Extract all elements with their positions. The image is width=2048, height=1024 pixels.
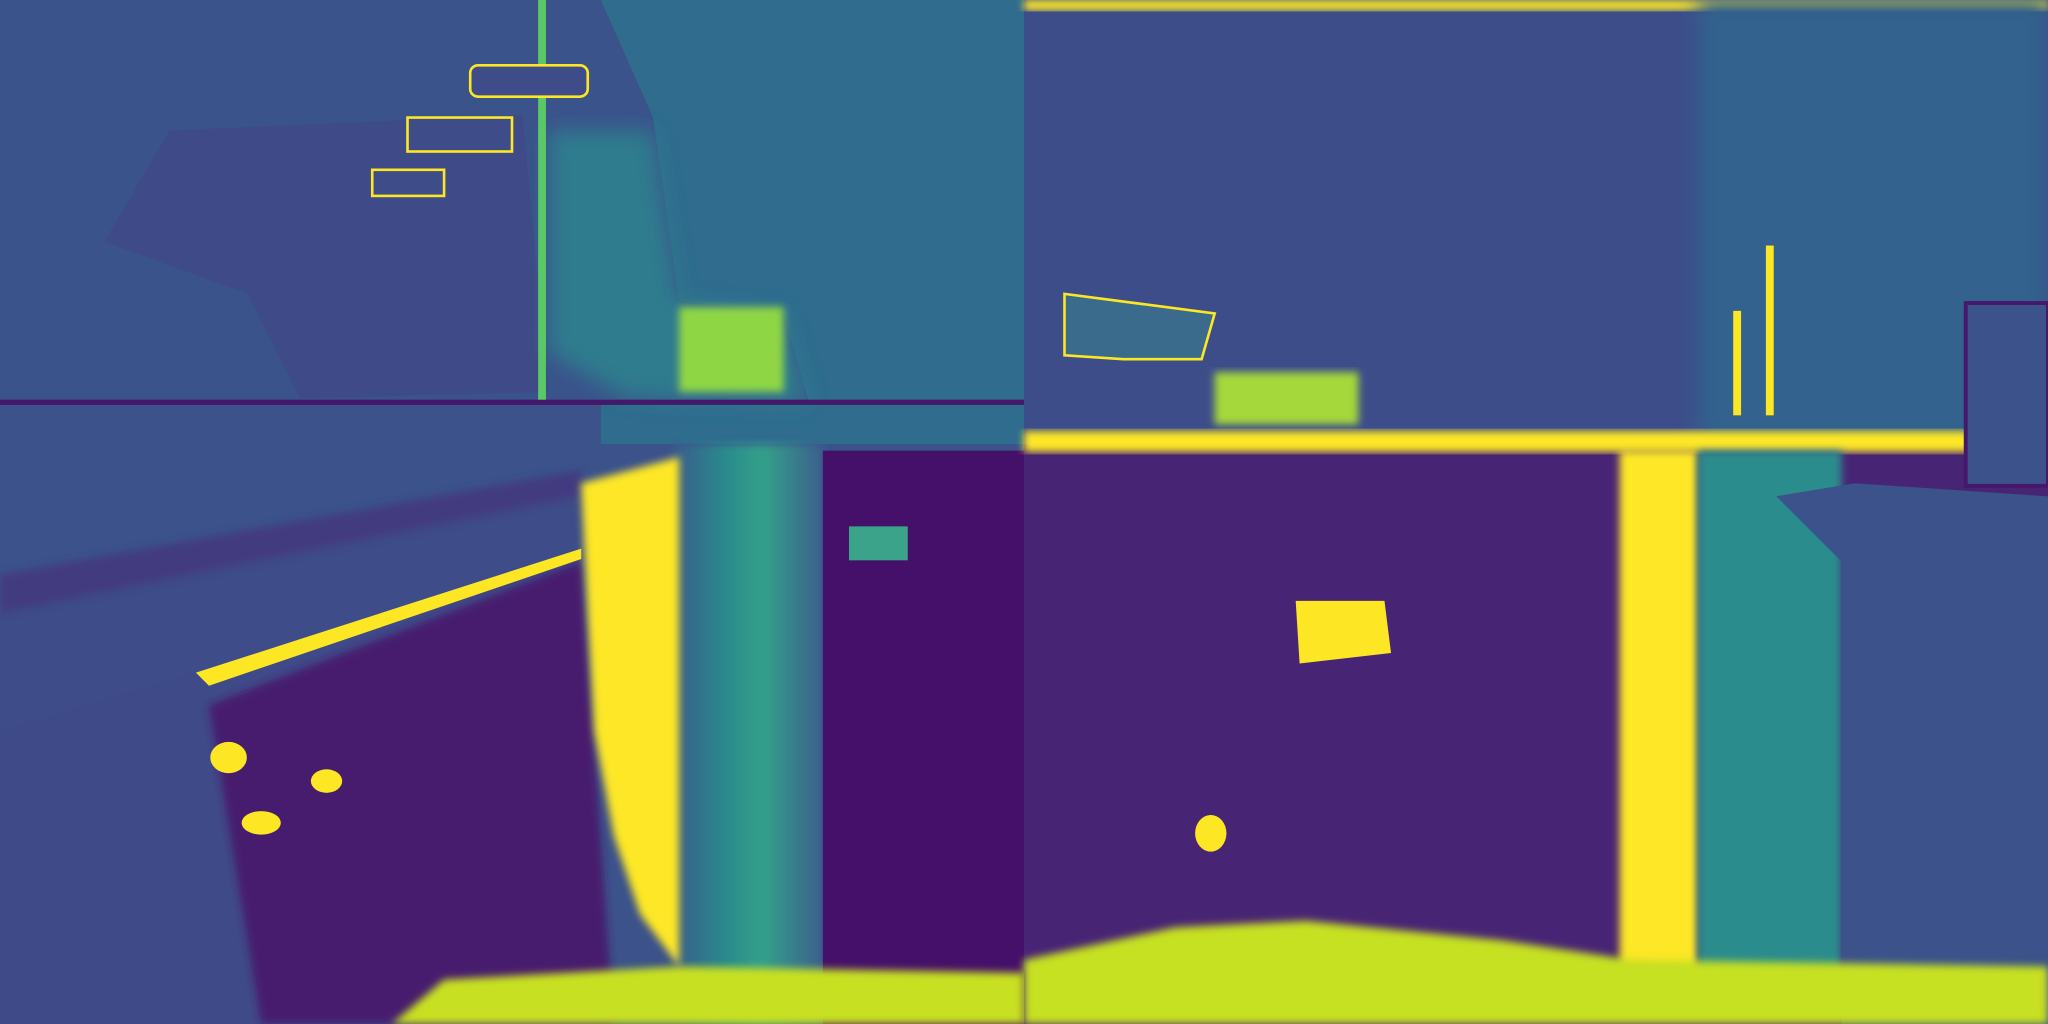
road-right bbox=[1776, 483, 2048, 1024]
sign bbox=[848, 526, 908, 561]
vehicle bbox=[1963, 301, 2048, 488]
right-panel bbox=[1024, 0, 2048, 1024]
pole bbox=[538, 0, 546, 400]
blob bbox=[1195, 815, 1227, 852]
yellow-edge bbox=[1619, 450, 1698, 974]
horizon-yellow bbox=[1024, 431, 2048, 452]
horizon-line bbox=[0, 399, 1024, 405]
blob bbox=[310, 769, 343, 793]
top-strip bbox=[1024, 0, 2048, 11]
yellow-bottom bbox=[391, 966, 1024, 1024]
sidewalk bbox=[0, 496, 582, 732]
bright-patch bbox=[1214, 372, 1359, 425]
bright-patch bbox=[679, 306, 784, 392]
yellow-edge bbox=[581, 457, 680, 967]
yellow-curb bbox=[195, 548, 582, 686]
sign bbox=[406, 116, 514, 153]
pole bbox=[1765, 245, 1774, 416]
yellow-bottom bbox=[1024, 920, 2048, 1024]
pole bbox=[1733, 310, 1742, 416]
left-panel bbox=[0, 0, 1024, 1024]
blob bbox=[210, 741, 247, 774]
bush bbox=[1063, 292, 1217, 361]
sign bbox=[468, 63, 590, 98]
sign bbox=[1295, 600, 1392, 664]
sign bbox=[370, 168, 446, 198]
road bbox=[208, 561, 614, 1024]
road-column bbox=[672, 444, 823, 1024]
curb-shadow bbox=[0, 470, 582, 614]
blob bbox=[241, 811, 281, 835]
